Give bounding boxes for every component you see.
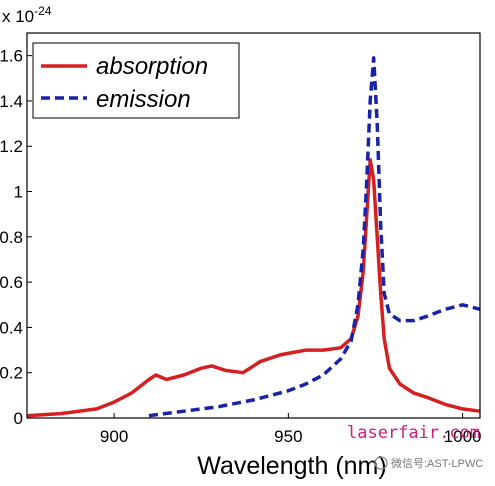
x-tick-label: 900 [100, 427, 128, 446]
plot-curves [26, 56, 481, 418]
y-tick-label: 0.6 [0, 273, 23, 292]
legend-label-emission: emission [96, 86, 191, 113]
legend-box [32, 42, 240, 119]
x-tick-label: 950 [274, 427, 302, 446]
y-tick-label: 1.4 [0, 92, 23, 111]
plot-area-frame [26, 32, 481, 419]
x-axis-label: Wavelength (nm) [197, 452, 386, 480]
y-tick-label: 1 [14, 183, 23, 202]
y-multiplier-label: x 10-24 [2, 4, 52, 26]
watermark: laserfair.com 微信号:AST-LPWC [347, 423, 483, 470]
x-tick-label: 1000 [444, 427, 482, 446]
y-tick-label: 0 [14, 409, 23, 428]
y-tick-label: 0.4 [0, 318, 23, 337]
y-multiplier-base: x 10 [2, 7, 34, 26]
y-tick-label: 1.6 [0, 47, 23, 66]
series-line-absorption [26, 158, 481, 418]
series-line-emission [148, 56, 481, 418]
y-multiplier-exponent: -24 [34, 4, 52, 18]
y-tick-label: 1.2 [0, 137, 23, 156]
wechat-icon [374, 456, 388, 470]
axis-ticks [27, 55, 464, 419]
y-tick-label: 0.8 [0, 228, 23, 247]
axis-tick-labels: 9009501000105000.20.40.60.811.21.41.6 [0, 47, 482, 446]
legend-label-absorption: absorption [96, 53, 208, 80]
legend: absorption emission [32, 42, 240, 119]
watermark-site: laserfair.com [347, 423, 480, 443]
watermark-account: 微信号:AST-LPWC [391, 456, 483, 470]
y-tick-label: 0.2 [0, 364, 23, 383]
